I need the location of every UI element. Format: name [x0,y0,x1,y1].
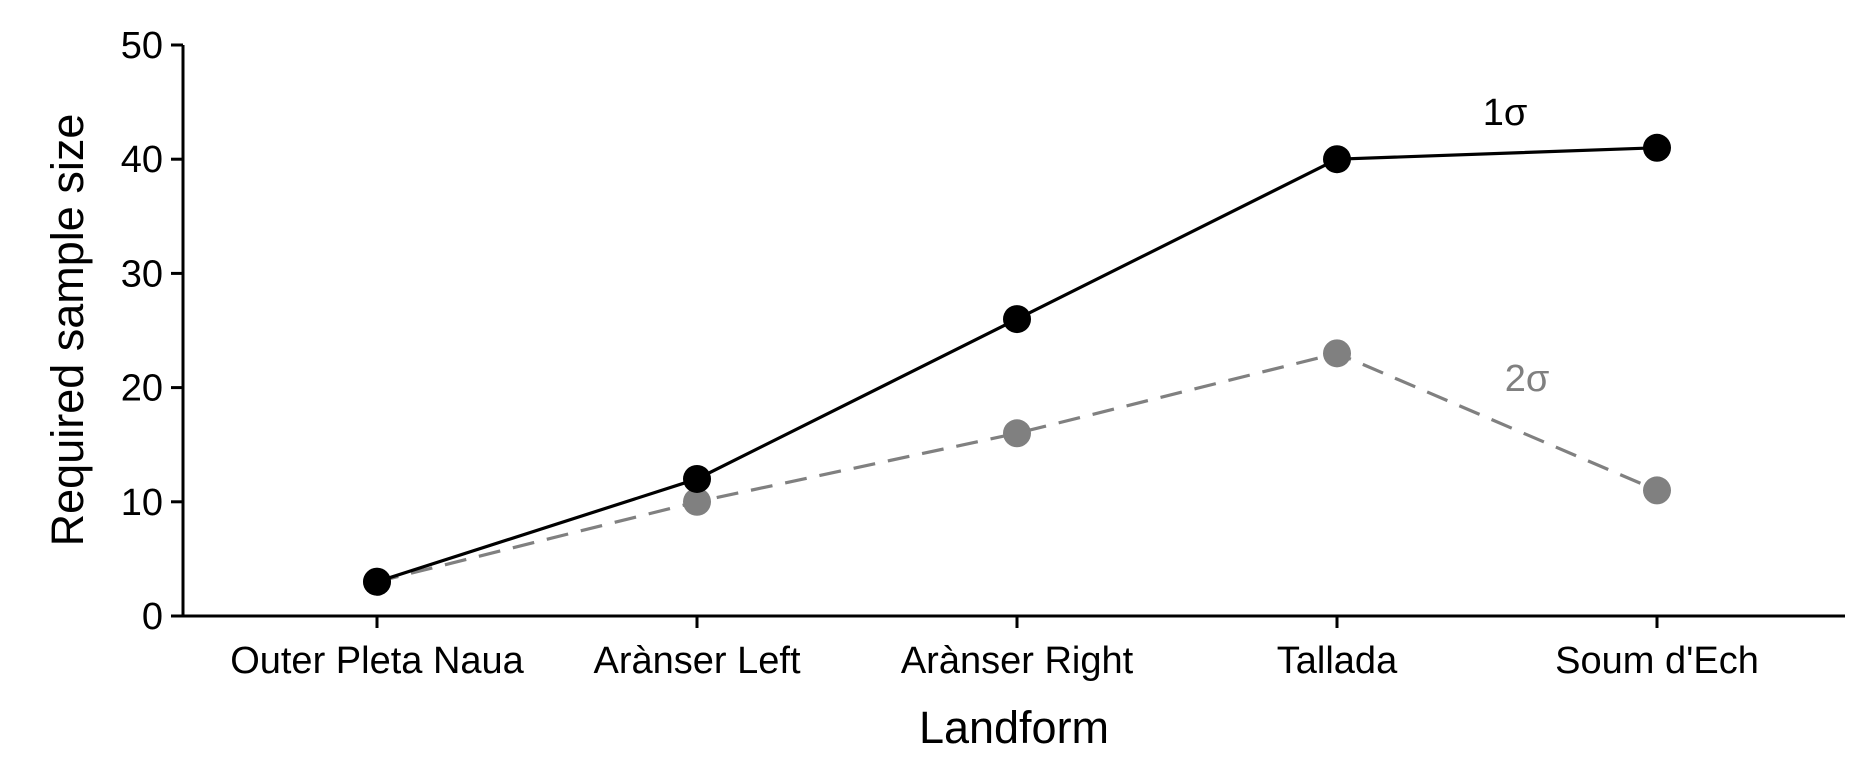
series-label: 2σ [1505,358,1550,400]
series-layer: 2σ 1σ [363,92,1671,596]
axes [181,45,1845,618]
y-axis-title: Required sample size [42,114,93,547]
x-tick-label: Arànser Left [594,640,801,682]
x-tick-label: Outer Pleta Naua [230,640,524,682]
data-point [1323,339,1351,368]
y-tick-label: 30 [121,253,163,295]
y-axis-ticks: 0 10 20 30 40 50 [121,25,183,638]
x-axis-ticks: Outer Pleta Naua Arànser Left Arànser Righ… [230,616,1759,682]
y-tick-label: 40 [121,139,163,181]
series-line [376,351,1658,584]
data-point [1643,133,1671,162]
x-tick-label: Tallada [1277,640,1398,682]
x-tick-label: Arànser Right [901,640,1134,682]
y-tick-label: 50 [121,25,163,67]
data-point [1003,305,1031,334]
y-tick-label: 0 [142,596,163,638]
data-point [363,567,391,596]
x-tick-label: Soum d'Ech [1555,640,1759,682]
y-tick-label: 20 [121,368,163,410]
series-label: 1σ [1483,92,1528,134]
x-axis-title: Landform [919,702,1109,753]
y-tick-label: 10 [121,482,163,524]
data-point [1323,145,1351,174]
data-point [1643,476,1671,505]
series-line [376,146,1658,584]
data-point [683,464,711,493]
data-point [683,487,711,516]
data-point [1003,419,1031,448]
